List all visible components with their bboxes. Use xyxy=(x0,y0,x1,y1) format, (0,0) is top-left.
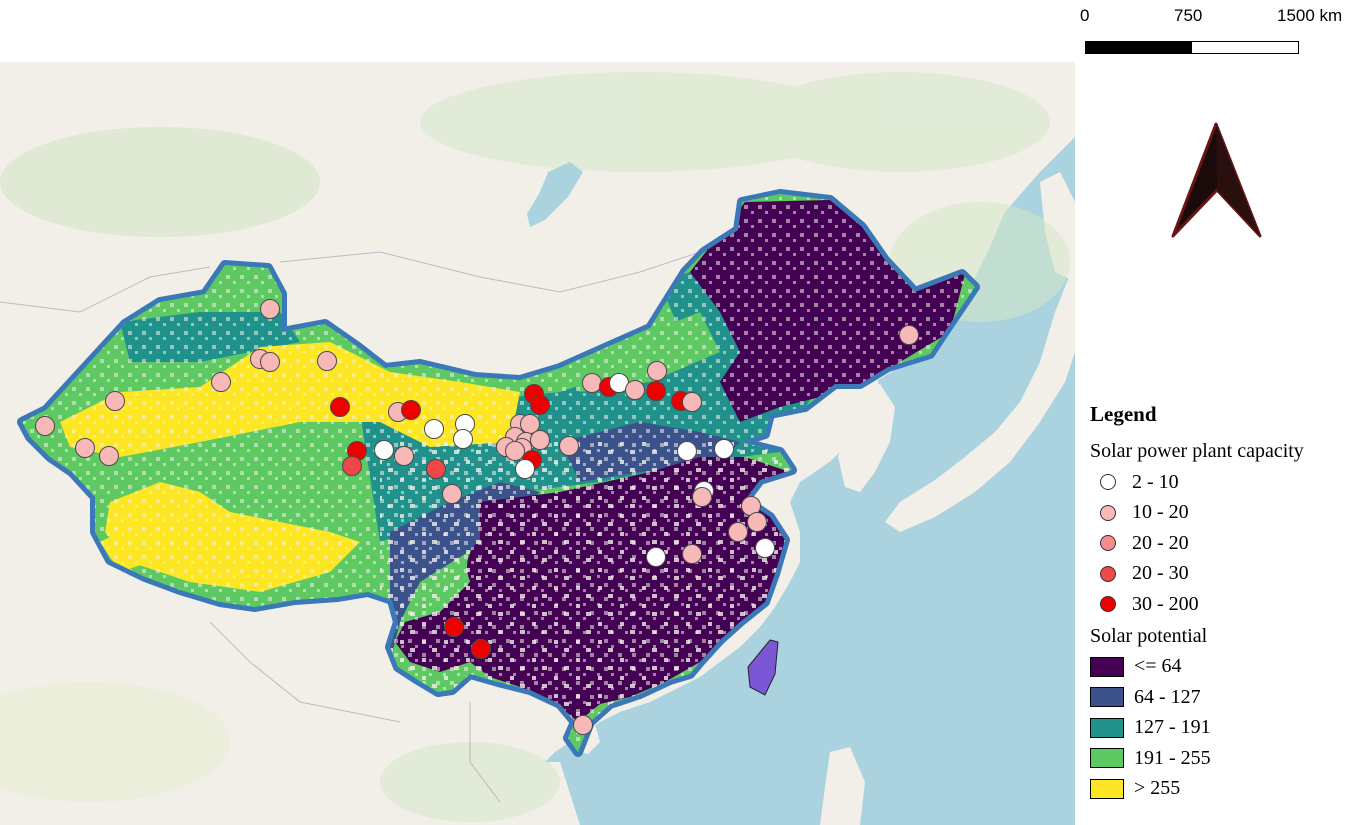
solar-plant-marker[interactable] xyxy=(35,416,55,436)
potential-swatch xyxy=(1090,687,1124,708)
potential-label: > 255 xyxy=(1134,777,1181,800)
solar-plant-marker[interactable] xyxy=(582,373,602,393)
potential-legend-title: Solar potential xyxy=(1090,624,1208,647)
solar-plant-marker[interactable] xyxy=(444,617,464,637)
scale-bar-white xyxy=(1191,41,1299,54)
solar-plant-marker[interactable] xyxy=(99,446,119,466)
capacity-swatch xyxy=(1100,565,1116,582)
solar-plant-marker[interactable] xyxy=(625,380,645,400)
legend: Legend Solar power plant capacity 2 - 10… xyxy=(1090,402,1355,804)
capacity-legend-row: 10 - 20 xyxy=(1090,498,1355,529)
solar-plant-marker[interactable] xyxy=(260,299,280,319)
solar-plant-marker[interactable] xyxy=(260,352,280,372)
solar-plant-marker[interactable] xyxy=(530,395,550,415)
capacity-label: 20 - 30 xyxy=(1132,562,1189,585)
solar-plant-marker[interactable] xyxy=(647,361,667,381)
capacity-legend-row: 30 - 200 xyxy=(1090,589,1355,620)
potential-swatch xyxy=(1090,717,1124,738)
solar-plant-marker[interactable] xyxy=(75,438,95,458)
scale-label-750: 750 xyxy=(1174,6,1203,25)
capacity-swatch xyxy=(1100,474,1116,491)
solar-plant-marker[interactable] xyxy=(401,400,421,420)
solar-plant-marker[interactable] xyxy=(453,429,473,449)
solar-plant-marker[interactable] xyxy=(317,351,337,371)
scale-bar: 0 750 1500 km xyxy=(1070,4,1359,56)
potential-legend-row: <= 64 xyxy=(1090,652,1355,683)
plant-points xyxy=(35,299,919,735)
taiwan xyxy=(747,639,779,696)
capacity-label: 30 - 200 xyxy=(1132,592,1199,615)
north-arrow-icon xyxy=(1165,120,1265,242)
solar-plant-marker[interactable] xyxy=(105,391,125,411)
capacity-label: 2 - 10 xyxy=(1132,470,1179,493)
solar-plant-marker[interactable] xyxy=(747,512,767,532)
potential-legend: <= 64 64 - 127 127 - 191 191 - 255 > 255 xyxy=(1090,652,1355,805)
map-panel[interactable] xyxy=(0,62,1075,825)
solar-plant-marker[interactable] xyxy=(426,459,446,479)
solar-plant-marker[interactable] xyxy=(682,392,702,412)
capacity-label: 10 - 20 xyxy=(1132,501,1189,524)
solar-plant-marker[interactable] xyxy=(692,487,712,507)
potential-legend-row: 127 - 191 xyxy=(1090,713,1355,744)
solar-plant-marker[interactable] xyxy=(559,436,579,456)
solar-plant-marker[interactable] xyxy=(728,522,748,542)
capacity-swatch xyxy=(1100,596,1116,613)
solar-plant-marker[interactable] xyxy=(573,715,593,735)
solar-plant-marker[interactable] xyxy=(714,439,734,459)
potential-label: 191 - 255 xyxy=(1134,746,1211,769)
solar-plant-marker[interactable] xyxy=(755,538,775,558)
solar-plant-marker[interactable] xyxy=(515,459,535,479)
potential-legend-row: 64 - 127 xyxy=(1090,682,1355,713)
solar-plant-marker[interactable] xyxy=(505,441,525,461)
solar-plant-marker[interactable] xyxy=(677,441,697,461)
solar-plant-marker[interactable] xyxy=(530,430,550,450)
potential-label: <= 64 xyxy=(1134,655,1182,678)
potential-swatch xyxy=(1090,778,1124,799)
potential-label: 127 - 191 xyxy=(1134,716,1211,739)
solar-plant-marker[interactable] xyxy=(646,381,666,401)
capacity-label: 20 - 20 xyxy=(1132,531,1189,554)
solar-plant-marker[interactable] xyxy=(442,484,462,504)
solar-plant-marker[interactable] xyxy=(646,547,666,567)
solar-plant-marker[interactable] xyxy=(342,456,362,476)
potential-swatch xyxy=(1090,748,1124,769)
scale-bar-black xyxy=(1085,41,1193,54)
capacity-legend-row: 20 - 30 xyxy=(1090,559,1355,590)
capacity-legend: 2 - 10 10 - 20 20 - 20 20 - 30 30 - 200 xyxy=(1090,467,1355,620)
solar-plant-marker[interactable] xyxy=(330,397,350,417)
solar-plant-marker[interactable] xyxy=(374,440,394,460)
map-canvas xyxy=(0,62,1075,825)
capacity-legend-row: 2 - 10 xyxy=(1090,467,1355,498)
capacity-legend-title: Solar power plant capacity xyxy=(1090,440,1304,462)
potential-swatch xyxy=(1090,656,1124,677)
capacity-swatch xyxy=(1100,504,1116,521)
solar-plant-marker[interactable] xyxy=(394,446,414,466)
capacity-swatch xyxy=(1100,535,1116,552)
solar-plant-marker[interactable] xyxy=(682,544,702,564)
potential-legend-row: 191 - 255 xyxy=(1090,743,1355,774)
solar-plant-marker[interactable] xyxy=(211,372,231,392)
solar-plant-marker[interactable] xyxy=(424,419,444,439)
lake-baikal xyxy=(527,162,583,227)
potential-label: 64 - 127 xyxy=(1134,685,1201,708)
capacity-legend-row: 20 - 20 xyxy=(1090,528,1355,559)
scale-label-1500: 1500 km xyxy=(1277,6,1343,25)
scale-label-0: 0 xyxy=(1080,6,1090,25)
potential-legend-row: > 255 xyxy=(1090,774,1355,805)
solar-plant-marker[interactable] xyxy=(471,639,491,659)
legend-title: Legend xyxy=(1090,402,1157,426)
solar-plant-marker[interactable] xyxy=(899,325,919,345)
